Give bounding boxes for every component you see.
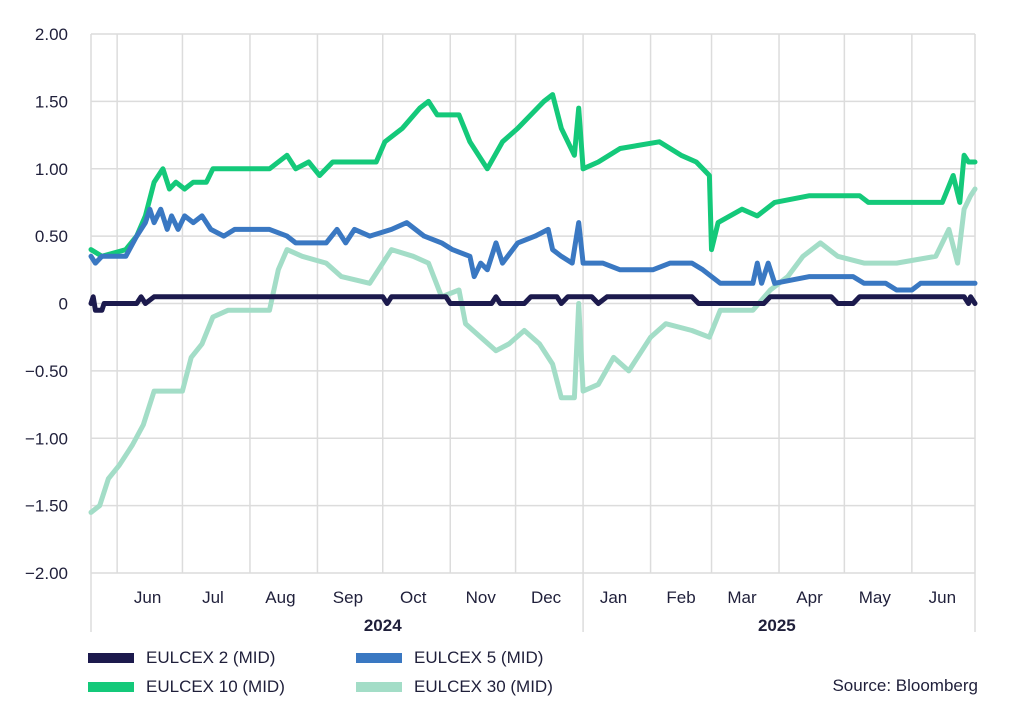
source-note: Source: Bloomberg [832,676,978,695]
legend-swatch-eulcex-5 [356,653,402,663]
year-label: 2024 [364,616,402,635]
chart: 2.00 1.50 1.00 0.50 0 −0.50 −1.00 −1.50 −2.00 Jun… [25,25,978,635]
y-tick-label: 0.50 [35,227,68,246]
legend-item-eulcex-2: EULCEX 2 (MID) [88,648,275,668]
legend-swatch-eulcex-2 [88,653,134,663]
x-tick-label: Jun [134,588,161,607]
x-tick-label: Jun [929,588,956,607]
axes: 2.00 1.50 1.00 0.50 0 −0.50 −1.00 −1.50 −2.00 Jun… [25,25,976,635]
series-line-eulcex-2-mid [88,294,978,313]
legend-label-eulcex-2: EULCEX 2 (MID) [146,648,276,667]
series-line-eulcex-30-mid [88,186,978,515]
y-tick-label: −1.50 [25,497,68,516]
legend-item-eulcex-5: EULCEX 5 (MID) [356,648,543,668]
series-line-eulcex-10-mid [88,92,978,259]
x-tick-label: Jul [202,588,224,607]
x-tick-label: Jan [600,588,627,607]
x-tick-label: Aug [265,588,295,607]
series-group [88,92,978,515]
legend-label-eulcex-5: EULCEX 5 (MID) [414,648,544,667]
y-tick-label: 2.00 [35,25,68,44]
year-label: 2025 [758,616,796,635]
x-tick-label: Mar [727,588,757,607]
legend-label-eulcex-30: EULCEX 30 (MID) [414,677,553,696]
y-tick-label: 0 [59,295,68,314]
x-tick-label: May [859,588,892,607]
legend-swatch-eulcex-30 [356,682,402,692]
legend-swatch-eulcex-10 [88,682,134,692]
x-tick-label: Feb [666,588,695,607]
legend: EULCEX 2 (MID) EULCEX 5 (MID) EULCEX 10 … [88,648,988,708]
x-tick-label: Apr [796,588,823,607]
x-tick-label: Dec [531,588,562,607]
series-line-eulcex-5-mid [88,206,978,293]
y-tick-label: −1.00 [25,429,68,448]
x-tick-label: Sep [333,588,363,607]
y-tick-label: −0.50 [25,362,68,381]
y-tick-label: 1.50 [35,92,68,111]
legend-item-eulcex-10: EULCEX 10 (MID) [88,677,285,697]
legend-item-eulcex-30: EULCEX 30 (MID) [356,677,553,697]
legend-label-eulcex-10: EULCEX 10 (MID) [146,677,285,696]
x-tick-label: Oct [400,588,427,607]
y-tick-label: 1.00 [35,160,68,179]
y-tick-label: −2.00 [25,564,68,583]
x-tick-label: Nov [466,588,497,607]
